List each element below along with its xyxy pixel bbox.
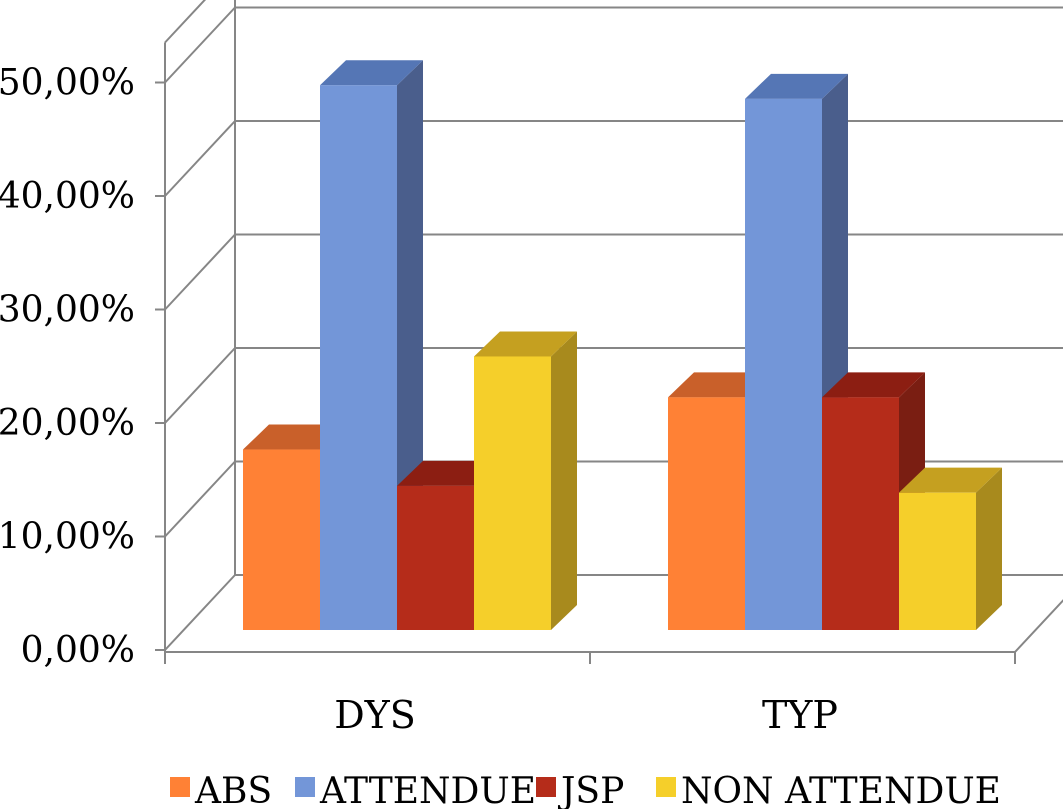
bar-front — [822, 397, 899, 630]
legend-swatch — [295, 777, 315, 797]
legend-label: ATTENDUE — [319, 771, 536, 809]
legend-swatch — [170, 777, 190, 797]
legend-item: ABS — [170, 771, 272, 809]
y-tick-label: 20,00% — [0, 403, 135, 444]
bar-front — [320, 85, 397, 630]
y-tick-label: 10,00% — [0, 517, 135, 558]
x-category-label: TYP — [762, 693, 838, 737]
bar-front — [668, 397, 745, 630]
bar-front — [745, 98, 822, 630]
axes — [155, 42, 1063, 664]
y-tick-label: 40,00% — [0, 176, 135, 217]
bar-non-attendue-typ — [899, 467, 1002, 630]
y-tick-label: 30,00% — [0, 290, 135, 331]
legend-label: ABS — [194, 771, 272, 809]
gridline-diagonal — [164, 574, 236, 651]
bar-top — [474, 331, 577, 357]
bar-non-attendue-dys — [474, 331, 577, 630]
bar-top — [745, 73, 848, 99]
bar-front — [243, 449, 320, 630]
bar-front — [397, 485, 474, 630]
legend-item: JSP — [536, 771, 624, 809]
bar-top — [822, 372, 925, 398]
legend-item: ATTENDUE — [295, 771, 536, 809]
bar-top — [320, 60, 423, 86]
legend-swatch — [656, 777, 676, 797]
floor-edge — [1014, 599, 1063, 653]
x-category-label: DYS — [334, 693, 416, 737]
gridline-diagonal — [164, 6, 236, 84]
legend-swatch — [536, 777, 556, 797]
gridline-diagonal — [164, 0, 207, 44]
bar-side — [551, 331, 577, 630]
gridline-diagonal — [164, 120, 236, 197]
labels: 0,00% 10,00% 20,00% 30,00% 40,00% 50,00% DYS TY… — [0, 63, 838, 738]
legend-label: JSP — [557, 771, 624, 809]
y-tick-label: 50,00% — [0, 63, 135, 104]
legend-item: NON ATTENDUE — [656, 771, 1001, 809]
bar-front — [474, 356, 551, 630]
gridline-diagonal — [164, 347, 236, 424]
bar-top — [899, 467, 1002, 493]
legend: ABS ATTENDUE JSP NON ATTENDUE — [170, 771, 1001, 809]
y-tick-label: 0,00% — [21, 630, 135, 671]
bar-front — [899, 492, 976, 630]
legend-label: NON ATTENDUE — [681, 771, 1001, 809]
gridline-diagonal — [164, 460, 236, 538]
bars — [243, 60, 1002, 630]
bar-side — [976, 467, 1002, 630]
gridline-diagonal — [164, 233, 236, 311]
